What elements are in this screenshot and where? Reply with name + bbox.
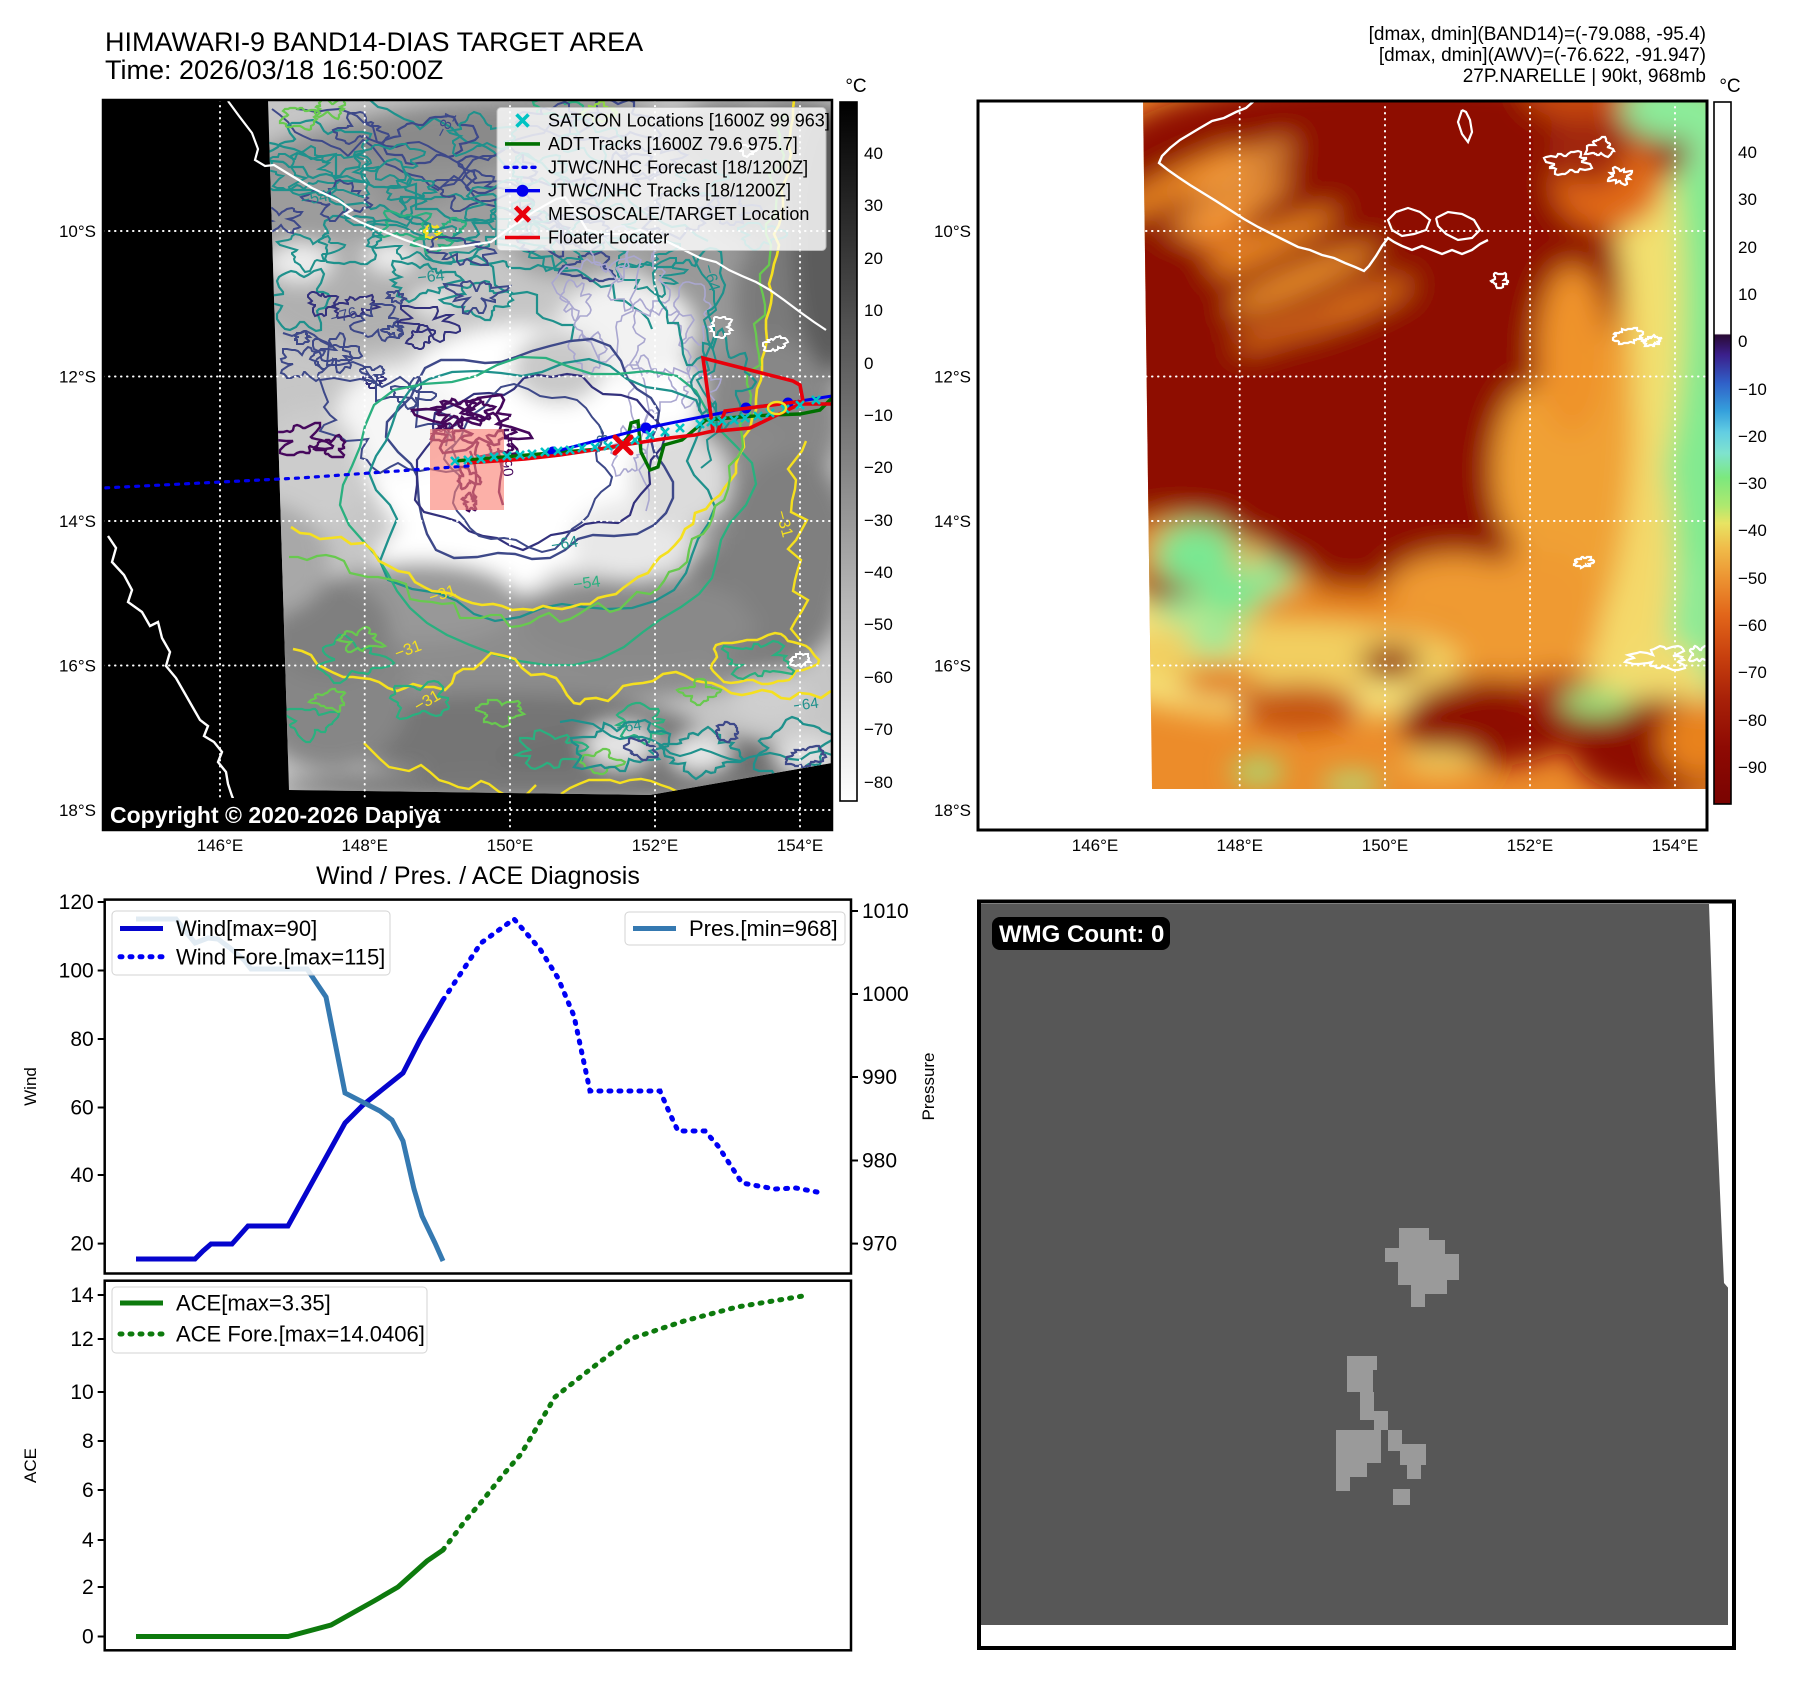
svg-text:−10: −10 bbox=[1738, 380, 1767, 399]
svg-text:100: 100 bbox=[59, 960, 94, 983]
svg-text:0: 0 bbox=[864, 354, 873, 373]
svg-text:152°E: 152°E bbox=[632, 836, 679, 855]
svg-text:JTWC/NHC Forecast [18/1200Z]: JTWC/NHC Forecast [18/1200Z] bbox=[548, 157, 808, 177]
svg-text:−50: −50 bbox=[864, 615, 893, 634]
svg-text:−64: −64 bbox=[792, 695, 820, 715]
svg-text:−80: −80 bbox=[1738, 711, 1767, 730]
svg-text:154°E: 154°E bbox=[1652, 836, 1699, 855]
svg-text:16°S: 16°S bbox=[59, 657, 96, 676]
svg-text:6: 6 bbox=[82, 1479, 94, 1502]
svg-text:[dmax, dmin](BAND14)=(-79.088,: [dmax, dmin](BAND14)=(-79.088, -95.4) bbox=[1369, 24, 1706, 45]
svg-text:ACE: ACE bbox=[21, 1448, 40, 1483]
svg-text:20: 20 bbox=[1738, 238, 1757, 257]
svg-text:Wind[max=90]: Wind[max=90] bbox=[176, 916, 317, 941]
svg-text:27P.NARELLE | 90kt, 968mb: 27P.NARELLE | 90kt, 968mb bbox=[1463, 66, 1706, 87]
svg-text:Wind Fore.[max=115]: Wind Fore.[max=115] bbox=[176, 944, 385, 969]
svg-text:[dmax, dmin](AWV)=(-76.622, -9: [dmax, dmin](AWV)=(-76.622, -91.947) bbox=[1379, 45, 1706, 66]
svg-text:20: 20 bbox=[70, 1233, 93, 1256]
svg-text:ADT Tracks [1600Z 79.6 975.7]: ADT Tracks [1600Z 79.6 975.7] bbox=[548, 134, 798, 154]
svg-text:8: 8 bbox=[82, 1430, 94, 1453]
svg-text:30: 30 bbox=[1738, 190, 1757, 209]
svg-text:14: 14 bbox=[70, 1284, 94, 1307]
svg-text:40: 40 bbox=[864, 144, 883, 163]
svg-text:1000: 1000 bbox=[862, 983, 909, 1006]
svg-text:148°E: 148°E bbox=[341, 836, 388, 855]
svg-text:10: 10 bbox=[1738, 285, 1757, 304]
svg-text:80: 80 bbox=[70, 1028, 93, 1051]
svg-text:−60: −60 bbox=[1738, 616, 1767, 635]
svg-text:Pressure: Pressure bbox=[919, 1052, 938, 1120]
svg-text:−70: −70 bbox=[864, 720, 893, 739]
svg-text:−60: −60 bbox=[864, 668, 893, 687]
svg-text:−80: −80 bbox=[864, 773, 893, 792]
svg-text:−20: −20 bbox=[864, 458, 893, 477]
svg-text:−10: −10 bbox=[864, 406, 893, 425]
svg-text:146°E: 146°E bbox=[197, 836, 244, 855]
svg-text:°C: °C bbox=[1719, 76, 1740, 97]
svg-text:16°S: 16°S bbox=[934, 657, 971, 676]
svg-text:−40: −40 bbox=[864, 563, 893, 582]
svg-text:12°S: 12°S bbox=[934, 368, 971, 387]
svg-text:Floater Locater: Floater Locater bbox=[548, 228, 669, 248]
svg-text:154°E: 154°E bbox=[777, 836, 824, 855]
svg-text:980: 980 bbox=[862, 1150, 897, 1173]
svg-text:−64: −64 bbox=[615, 717, 643, 737]
svg-text:−20: −20 bbox=[1738, 427, 1767, 446]
svg-text:WMG Count: 0: WMG Count: 0 bbox=[999, 921, 1164, 948]
svg-text:HIMAWARI-9 BAND14-DIAS TARGET: HIMAWARI-9 BAND14-DIAS TARGET AREA bbox=[105, 27, 643, 57]
svg-text:60: 60 bbox=[70, 1097, 93, 1120]
svg-text:JTWC/NHC Tracks [18/1200Z]: JTWC/NHC Tracks [18/1200Z] bbox=[548, 181, 791, 201]
svg-text:Copyright © 2020-2026 Dapiya: Copyright © 2020-2026 Dapiya bbox=[110, 802, 440, 828]
svg-text:MESOSCALE/TARGET Location: MESOSCALE/TARGET Location bbox=[548, 204, 809, 224]
svg-text:146°E: 146°E bbox=[1072, 836, 1119, 855]
svg-text:40: 40 bbox=[70, 1164, 93, 1187]
svg-text:−76: −76 bbox=[329, 304, 360, 327]
svg-text:Pres.[min=968]: Pres.[min=968] bbox=[689, 916, 838, 941]
svg-text:−64: −64 bbox=[417, 267, 446, 287]
svg-text:−30: −30 bbox=[864, 511, 893, 530]
svg-text:18°S: 18°S bbox=[59, 801, 96, 820]
svg-text:150°E: 150°E bbox=[487, 836, 534, 855]
svg-text:14°S: 14°S bbox=[934, 512, 971, 531]
svg-text:−70: −70 bbox=[1738, 663, 1767, 682]
svg-text:Wind / Pres. / ACE Diagnosis: Wind / Pres. / ACE Diagnosis bbox=[316, 862, 640, 890]
svg-text:40: 40 bbox=[1738, 143, 1757, 162]
svg-text:Wind: Wind bbox=[21, 1067, 40, 1106]
svg-text:ACE Fore.[max=14.0406]: ACE Fore.[max=14.0406] bbox=[176, 1322, 425, 1347]
svg-text:30: 30 bbox=[864, 196, 883, 215]
svg-text:−64: −64 bbox=[699, 263, 722, 294]
svg-text:10°S: 10°S bbox=[59, 222, 96, 241]
svg-text:4: 4 bbox=[82, 1529, 94, 1552]
svg-text:−30: −30 bbox=[1738, 474, 1767, 493]
svg-text:SATCON Locations [1600Z 99 963: SATCON Locations [1600Z 99 963] bbox=[548, 111, 830, 131]
svg-text:990: 990 bbox=[862, 1066, 897, 1089]
svg-text:148°E: 148°E bbox=[1216, 836, 1263, 855]
svg-text:150°E: 150°E bbox=[1362, 836, 1409, 855]
svg-text:−54: −54 bbox=[572, 573, 601, 594]
svg-text:10°S: 10°S bbox=[934, 222, 971, 241]
svg-text:120: 120 bbox=[59, 891, 94, 914]
svg-text:2: 2 bbox=[82, 1576, 94, 1599]
svg-text:0: 0 bbox=[82, 1626, 94, 1649]
svg-text:10: 10 bbox=[864, 301, 883, 320]
svg-text:Time: 2026/03/18 16:50:00Z: Time: 2026/03/18 16:50:00Z bbox=[105, 55, 443, 85]
svg-text:−50: −50 bbox=[1738, 569, 1767, 588]
svg-text:12°S: 12°S bbox=[59, 368, 96, 387]
svg-text:ACE[max=3.35]: ACE[max=3.35] bbox=[176, 1291, 331, 1316]
svg-text:−64: −64 bbox=[550, 533, 580, 554]
svg-text:10: 10 bbox=[70, 1381, 93, 1404]
svg-text:−40: −40 bbox=[1738, 521, 1767, 540]
svg-text:14°S: 14°S bbox=[59, 512, 96, 531]
svg-text:152°E: 152°E bbox=[1507, 836, 1554, 855]
svg-text:20: 20 bbox=[864, 249, 883, 268]
svg-text:12: 12 bbox=[70, 1328, 93, 1351]
svg-text:1010: 1010 bbox=[862, 900, 909, 923]
svg-text:°C: °C bbox=[845, 76, 866, 97]
svg-text:0: 0 bbox=[1738, 332, 1747, 351]
svg-text:−31: −31 bbox=[772, 509, 795, 540]
svg-text:−90: −90 bbox=[1738, 758, 1767, 777]
svg-text:970: 970 bbox=[862, 1233, 897, 1256]
svg-text:18°S: 18°S bbox=[934, 801, 971, 820]
